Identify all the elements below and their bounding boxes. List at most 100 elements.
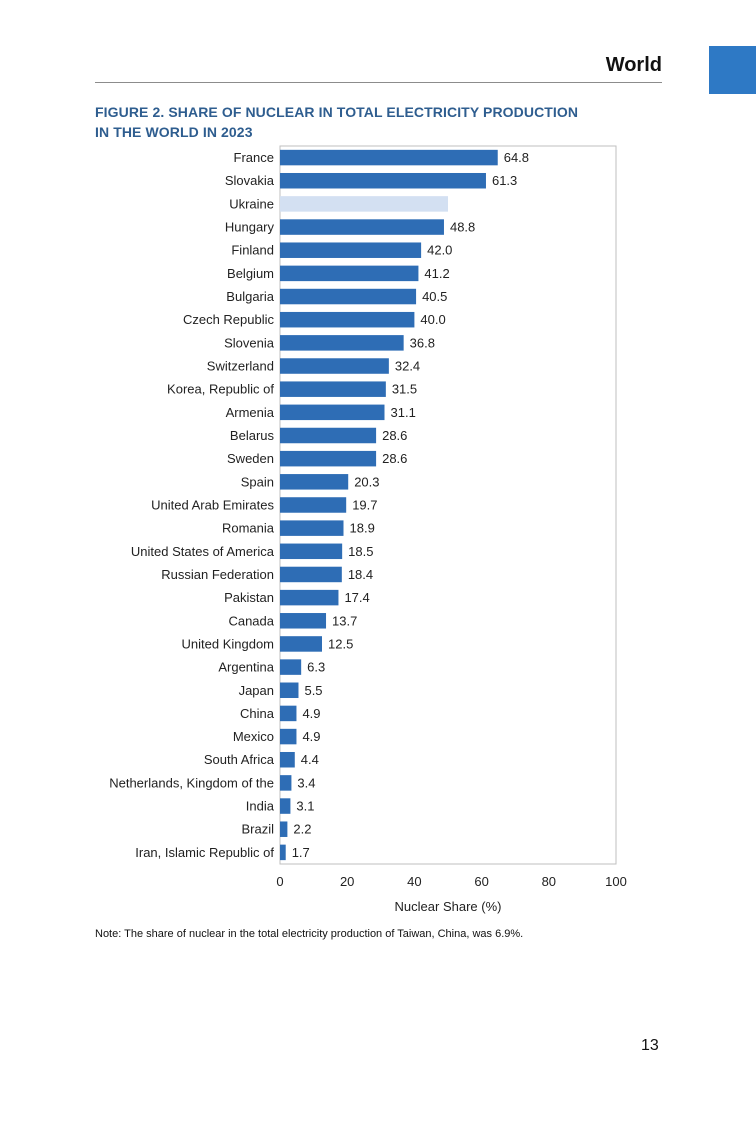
bar-sweden: [280, 450, 377, 467]
bar-mexico: [280, 728, 297, 745]
category-label: Brazil: [241, 822, 274, 837]
value-label: 40.0: [420, 312, 445, 327]
category-label: Sweden: [227, 451, 274, 466]
category-label: Mexico: [233, 729, 274, 744]
bar-belarus: [280, 427, 377, 444]
category-label: Pakistan: [224, 590, 274, 605]
value-label: 18.5: [348, 544, 373, 559]
value-label: 31.1: [391, 405, 416, 420]
value-label: 28.6: [382, 428, 407, 443]
category-label: China: [240, 706, 275, 721]
bar-czech-republic: [280, 311, 415, 328]
figure-note: Note: The share of nuclear in the total …: [95, 928, 524, 940]
category-label: Finland: [231, 243, 274, 258]
x-tick-label: 20: [340, 874, 354, 889]
value-label: 18.9: [350, 521, 375, 536]
category-label: United Arab Emirates: [151, 497, 274, 512]
category-label: Netherlands, Kingdom of the: [109, 775, 274, 790]
category-label: Argentina: [218, 660, 274, 675]
value-label: 1.7: [292, 845, 310, 860]
value-label: 48.8: [450, 220, 475, 235]
bar-south-africa: [280, 751, 295, 768]
category-label: Slovakia: [225, 173, 275, 188]
bar-switzerland: [280, 358, 389, 374]
value-label: 5.5: [304, 683, 322, 698]
value-label: 61.3: [492, 173, 517, 188]
category-label: Ukraine: [229, 196, 274, 211]
bar-russian-federation: [280, 566, 342, 583]
x-tick-label: 80: [542, 874, 556, 889]
bar-armenia: [280, 404, 385, 421]
category-label: Armenia: [226, 405, 275, 420]
figure-title-line-1: FIGURE 2. SHARE OF NUCLEAR IN TOTAL ELEC…: [95, 104, 579, 120]
section-tab-marker: [709, 46, 756, 94]
bar-japan: [280, 682, 299, 699]
x-axis-label: Nuclear Share (%): [395, 899, 502, 914]
value-label: 12.5: [328, 636, 353, 651]
value-label: 4.9: [302, 706, 320, 721]
bar-bulgaria: [280, 288, 417, 305]
category-label: France: [234, 150, 274, 165]
bar-belgium: [280, 265, 419, 282]
value-label: 3.4: [297, 775, 315, 790]
x-tick-label: 60: [474, 874, 488, 889]
value-label: 4.4: [301, 752, 319, 767]
category-label: United Kingdom: [182, 636, 275, 651]
category-label: Korea, Republic of: [167, 382, 274, 397]
category-label: Bulgaria: [226, 289, 274, 304]
bar-netherlands-kingdom-of-the: [280, 775, 292, 791]
figure-title: FIGURE 2. SHARE OF NUCLEAR IN TOTAL ELEC…: [95, 102, 615, 142]
x-tick-label: 40: [407, 874, 421, 889]
bar-china: [280, 705, 297, 722]
x-tick-label: 100: [605, 874, 627, 889]
value-label: 13.7: [332, 613, 357, 628]
value-label: 36.8: [410, 335, 435, 350]
bar-spain: [280, 474, 349, 490]
bar-brazil: [280, 821, 288, 837]
category-label: Belarus: [230, 428, 275, 443]
bar-argentina: [280, 659, 302, 675]
header-divider: [95, 82, 662, 83]
bar-hungary: [280, 219, 444, 235]
category-label: Japan: [239, 683, 274, 698]
value-label: 64.8: [504, 150, 529, 165]
bar-romania: [280, 520, 344, 536]
bar-united-states-of-america: [280, 543, 343, 560]
value-label: 28.6: [382, 451, 407, 466]
bar-slovenia: [280, 335, 404, 351]
value-label: 41.2: [424, 266, 449, 281]
page-number: 13: [641, 1037, 659, 1054]
bar-finland: [280, 242, 422, 258]
value-label: 40.5: [422, 289, 447, 304]
value-label: 31.5: [392, 382, 417, 397]
category-label: Belgium: [227, 266, 274, 281]
category-label: India: [246, 799, 275, 814]
nuclear-share-bar-chart: France 64.8 Slovakia 61.3 Ukraine Hungary 48.8…: [109, 145, 627, 914]
category-label: Czech Republic: [183, 312, 275, 327]
category-label: Slovenia: [224, 335, 275, 350]
bar-iran-islamic-republic-of: [280, 844, 286, 861]
section-title: World: [605, 54, 662, 76]
figure-title-line-2: IN THE WORLD IN 2023: [95, 124, 253, 140]
category-label: South Africa: [204, 752, 275, 767]
value-label: 32.4: [395, 359, 420, 374]
value-label: 2.2: [293, 822, 311, 837]
value-label: 42.0: [427, 243, 452, 258]
value-label: 20.3: [354, 474, 379, 489]
category-label: Russian Federation: [161, 567, 274, 582]
value-label: 6.3: [307, 660, 325, 675]
category-label: Romania: [222, 521, 275, 536]
x-tick-label: 0: [276, 874, 283, 889]
bar-pakistan: [280, 589, 339, 606]
bar-slovakia: [280, 172, 486, 189]
bar-united-arab-emirates: [280, 497, 347, 513]
bar-united-kingdom: [280, 636, 322, 652]
value-label: 3.1: [296, 799, 314, 814]
category-label: United States of America: [131, 544, 275, 559]
bar-korea-republic-of: [280, 381, 386, 397]
category-label: Canada: [228, 613, 274, 628]
category-label: Hungary: [225, 220, 275, 235]
category-label: Spain: [241, 474, 274, 489]
value-label: 19.7: [352, 497, 377, 512]
bar-india: [280, 798, 291, 814]
